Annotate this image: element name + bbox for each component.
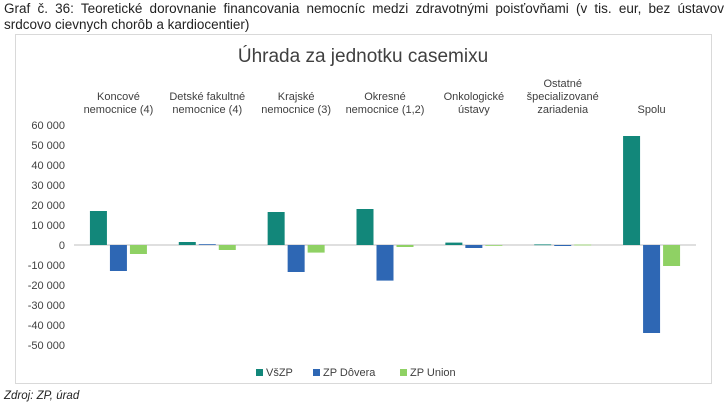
category-label: nemocnice (4) — [172, 104, 242, 116]
y-tick-label: 40 000 — [31, 160, 65, 172]
category-label: Detské fakultné — [169, 91, 245, 103]
bar-zp-union-5 — [574, 244, 592, 246]
y-tick-label: -50 000 — [28, 340, 65, 352]
y-tick-label: -40 000 — [28, 320, 65, 332]
legend-swatch — [400, 369, 407, 376]
y-tick-label: 30 000 — [31, 180, 65, 192]
bar-v-zp-2 — [267, 212, 285, 245]
category-label: Okresné — [364, 91, 406, 103]
bar-zp-union-3 — [396, 245, 414, 247]
y-tick-label: 50 000 — [31, 140, 65, 152]
y-tick-label: -20 000 — [28, 280, 65, 292]
bar-zp-union-2 — [307, 245, 325, 253]
bar-zp-d-vera-1 — [198, 244, 216, 245]
bar-zp-d-vera-4 — [465, 245, 483, 248]
bar-zp-d-vera-6 — [643, 245, 661, 333]
bar-zp-d-vera-3 — [376, 245, 394, 281]
bar-zp-d-vera-0 — [109, 245, 127, 271]
bar-v-zp-1 — [178, 242, 196, 245]
y-tick-label: 0 — [59, 240, 65, 252]
y-tick-label: 10 000 — [31, 220, 65, 232]
legend: VšZP ZP Dôvera ZP Union — [256, 367, 456, 379]
category-label: Ostatné — [543, 78, 582, 90]
category-label: Spolu — [638, 104, 666, 116]
category-label: nemocnice (3) — [261, 104, 331, 116]
category-label: špecializované — [527, 91, 599, 103]
bar-v-zp-3 — [356, 209, 374, 245]
category-label: Krajské — [278, 91, 315, 103]
y-tick-label: 20 000 — [31, 200, 65, 212]
bar-v-zp-0 — [89, 211, 107, 245]
y-axis: -50 000 -40 000 -30 000 -20 000 -10 000 0 10 0… — [28, 120, 696, 352]
figure-caption: Graf č. 36: Teoretické dorovnanie financ… — [4, 1, 724, 32]
chart-title: Úhrada za jednotku casemixu — [238, 45, 488, 67]
bar-v-zp-6 — [623, 136, 641, 245]
source-note: Zdroj: ZP, úrad — [4, 390, 80, 402]
bar-chart: Úhrada za jednotku casemixu -50 000 -40 0… — [28, 45, 696, 379]
y-tick-label: -30 000 — [28, 300, 65, 312]
bar-zp-union-1 — [218, 245, 236, 250]
bar-zp-union-0 — [129, 245, 147, 254]
legend-label: VšZP — [266, 367, 293, 379]
bar-v-zp-5 — [534, 244, 552, 246]
category-label: nemocnice (4) — [84, 104, 154, 116]
legend-swatch — [313, 369, 320, 376]
legend-label: ZP Union — [410, 367, 456, 379]
chart-frame: Úhrada za jednotku casemixu -50 000 -40 0… — [15, 34, 712, 384]
y-tick-label: 60 000 — [31, 120, 65, 132]
category-label: Koncové — [97, 91, 140, 103]
legend-swatch — [256, 369, 263, 376]
bars — [89, 136, 681, 333]
bar-zp-d-vera-5 — [554, 245, 572, 246]
category-label: Onkologické — [444, 91, 505, 103]
legend-label: ZP Dôvera — [323, 367, 376, 379]
bar-zp-union-4 — [485, 245, 503, 246]
bar-zp-union-6 — [663, 245, 681, 266]
category-label: ústavy — [458, 104, 490, 116]
y-tick-label: -10 000 — [28, 260, 65, 272]
bar-zp-d-vera-2 — [287, 245, 305, 272]
category-label: zariadenia — [537, 104, 589, 116]
bar-v-zp-4 — [445, 242, 463, 245]
category-label: nemocnice (1,2) — [346, 104, 425, 116]
